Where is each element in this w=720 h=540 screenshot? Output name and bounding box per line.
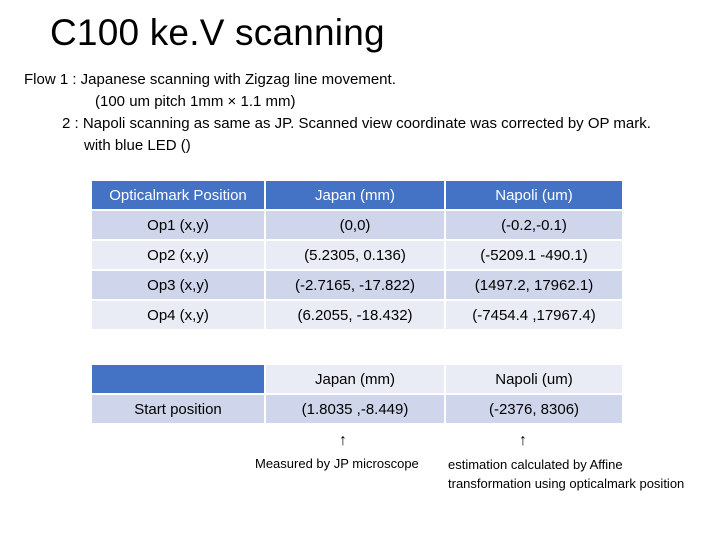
page-title: C100 ke.V scanning (50, 12, 385, 53)
table-row: Start position (1.8035 ,-8.449) (-2376, … (92, 395, 622, 423)
row-label: Op2 (x,y) (92, 241, 266, 271)
header-japan: Japan (mm) (266, 181, 446, 211)
flow-line-1: Flow 1 : Japanese scanning with Zigzag l… (24, 71, 396, 88)
header-napoli: Napoli (um) (446, 365, 622, 395)
napoli-estimation-note-line1: estimation calculated by Affine (448, 457, 623, 472)
flow-line-2: (100 um pitch 1mm × 1.1 mm) (95, 93, 296, 110)
japan-value: (0,0) (266, 211, 446, 241)
up-arrow-icon: ↑ (519, 432, 527, 449)
table-row: Op1 (x,y) (0,0) (-0.2,-0.1) (92, 211, 622, 241)
japan-value: (-2.7165, -17.822) (266, 271, 446, 301)
napoli-value: (-2376, 8306) (446, 395, 622, 423)
flow-line-3: 2 : Napoli scanning as same as JP. Scann… (62, 115, 651, 132)
jp-measurement-note: Measured by JP microscope (255, 456, 419, 471)
napoli-value: (1497.2, 17962.1) (446, 271, 622, 301)
table-header-row: Opticalmark Position Japan (mm) Napoli (… (92, 181, 622, 211)
row-label: Start position (92, 395, 266, 423)
flow-line-4: with blue LED () (84, 137, 191, 154)
row-label: Op1 (x,y) (92, 211, 266, 241)
table-row: Op3 (x,y) (-2.7165, -17.822) (1497.2, 17… (92, 271, 622, 301)
napoli-value: (-5209.1 -490.1) (446, 241, 622, 271)
up-arrow-icon: ↑ (339, 432, 347, 449)
header-opticalmark: Opticalmark Position (92, 181, 266, 211)
header-napoli: Napoli (um) (446, 181, 622, 211)
table-row: Op4 (x,y) (6.2055, -18.432) (-7454.4 ,17… (92, 301, 622, 329)
row-label: Op3 (x,y) (92, 271, 266, 301)
table-header-row: Japan (mm) Napoli (um) (92, 365, 622, 395)
header-japan: Japan (mm) (266, 365, 446, 395)
japan-value: (6.2055, -18.432) (266, 301, 446, 329)
table-row: Op2 (x,y) (5.2305, 0.136) (-5209.1 -490.… (92, 241, 622, 271)
header-empty (92, 365, 266, 395)
start-position-table: Japan (mm) Napoli (um) Start position (1… (92, 365, 622, 423)
napoli-value: (-7454.4 ,17967.4) (446, 301, 622, 329)
row-label: Op4 (x,y) (92, 301, 266, 329)
japan-value: (1.8035 ,-8.449) (266, 395, 446, 423)
japan-value: (5.2305, 0.136) (266, 241, 446, 271)
napoli-value: (-0.2,-0.1) (446, 211, 622, 241)
opticalmark-table: Opticalmark Position Japan (mm) Napoli (… (92, 181, 622, 329)
napoli-estimation-note-line2: transformation using opticalmark positio… (448, 476, 685, 491)
